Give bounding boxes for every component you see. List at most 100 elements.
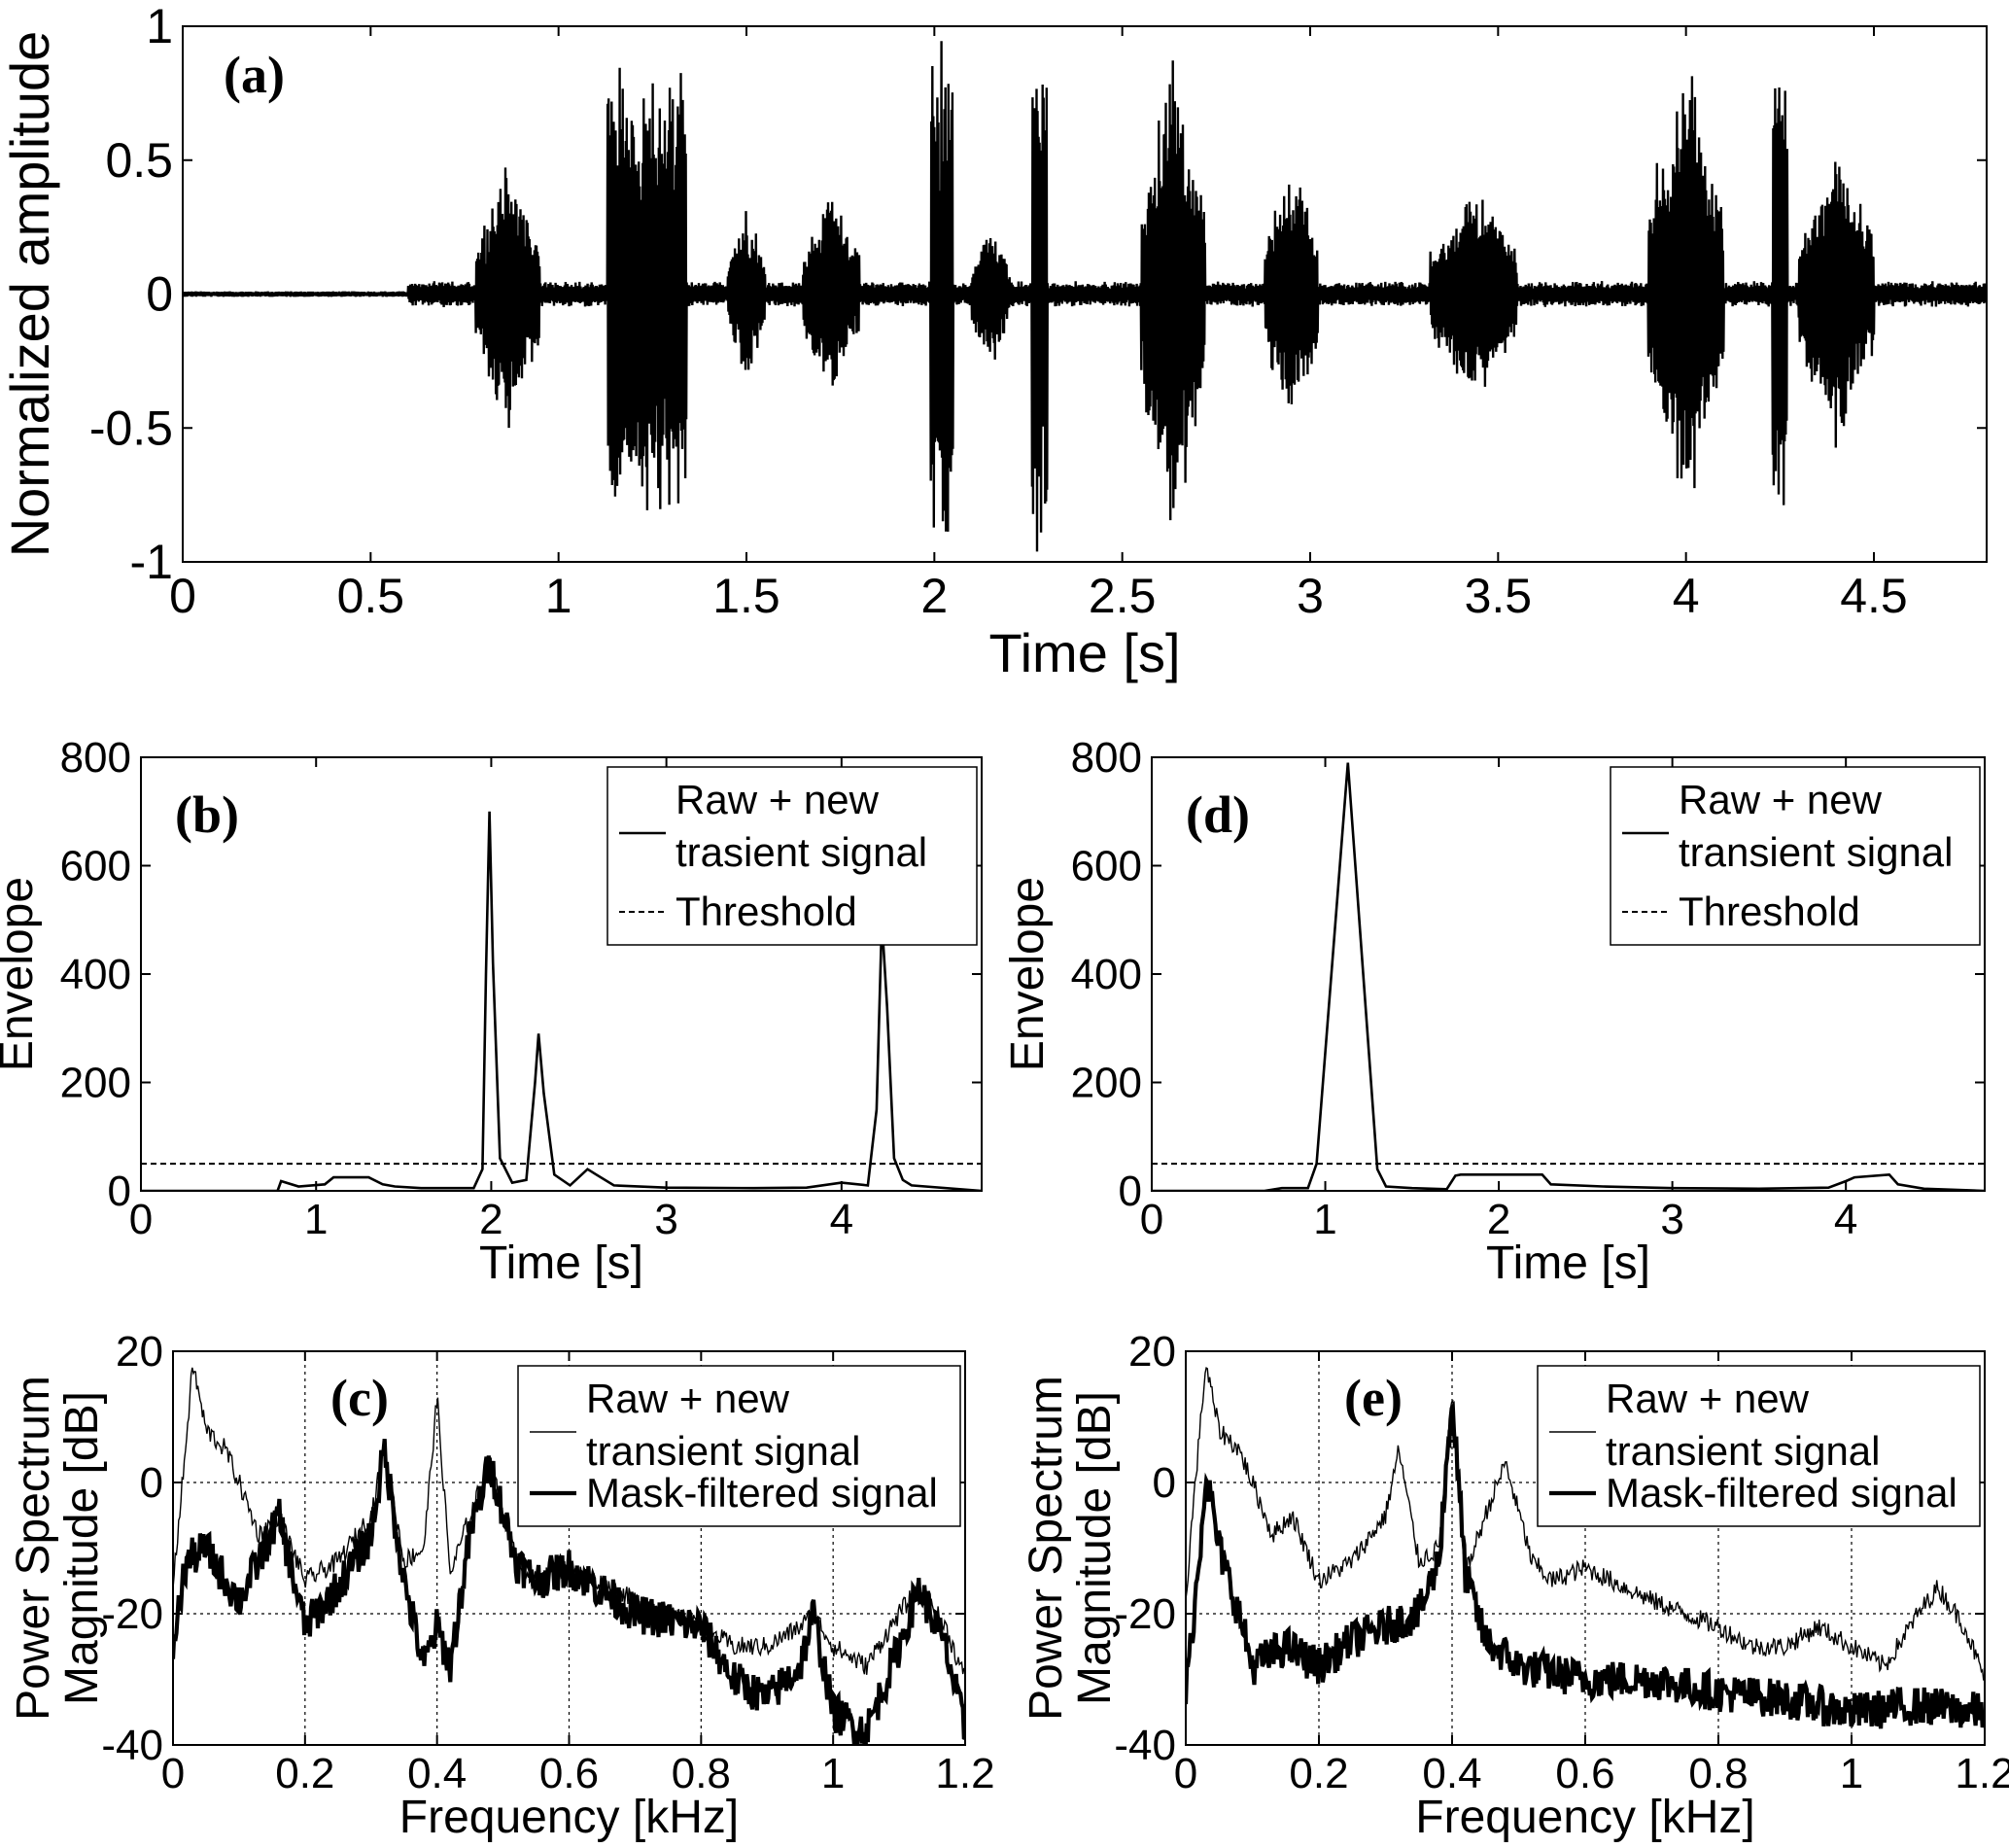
x-tick-label: 1: [821, 1750, 845, 1797]
panel-label: (d): [1186, 785, 1250, 844]
plot-area: [1186, 1366, 1985, 1729]
y-tick-label: 0: [140, 1459, 163, 1507]
y-tick-label: 0: [146, 267, 173, 322]
legend-label: Threshold: [675, 889, 857, 934]
x-tick-label: 0: [129, 1196, 153, 1243]
x-tick-label: 0: [1174, 1750, 1197, 1797]
x-axis-label: Time [s]: [479, 1238, 643, 1289]
x-tick-label: 1: [304, 1196, 328, 1243]
x-tick-label: 4.5: [1840, 569, 1908, 623]
x-tick-label: 4: [1673, 569, 1700, 623]
y-tick-label: 0: [1119, 1168, 1142, 1215]
legend-box: [606, 766, 978, 946]
y-tick-label: 0: [108, 1168, 131, 1215]
x-tick-label: 2: [1487, 1196, 1510, 1243]
y-tick-label: -0.5: [89, 401, 173, 455]
x-tick-label: 1: [1840, 1750, 1863, 1797]
chart-panel-4: 0 0.2 0.4 0.6 0.8 1 1.2 -40 -20 0 20 Frequency [kHz…: [1021, 1328, 2009, 1843]
y-tick-label: 800: [1071, 734, 1142, 782]
x-tick-label: 1: [1313, 1196, 1336, 1243]
x-tick-label: 0.2: [275, 1750, 334, 1797]
panel-label: (c): [330, 1369, 389, 1427]
legend-box: [1537, 1365, 1981, 1527]
y-tick-label: 600: [60, 843, 131, 890]
x-tick-label: 0.8: [672, 1750, 731, 1797]
y-axis-label: Power SpectrumMagnitude [dB]: [8, 1376, 108, 1721]
chart-panel-3: 0 0.2 0.4 0.6 0.8 1 1.2 -40 -20 0 20 Frequency [kHz…: [8, 1328, 995, 1843]
y-tick-label: 400: [1071, 951, 1142, 998]
y-tick-label: -40: [1114, 1722, 1176, 1769]
x-tick-label: 0.4: [407, 1750, 467, 1797]
x-tick-label: 2: [479, 1196, 502, 1243]
legend: Raw + new trasient signal Threshold: [606, 766, 978, 946]
x-tick-label: 1: [545, 569, 572, 623]
y-axis-label: Envelope: [0, 877, 43, 1071]
y-tick-label: 200: [60, 1060, 131, 1107]
panel-label: (e): [1344, 1369, 1403, 1427]
plot-area: [183, 41, 1987, 552]
y-tick-label: 0: [1153, 1459, 1176, 1507]
chart-panel-0: 0 0.5 1 1.5 2 2.5 3 3.5 4 4.5 -1 -0.5 0 0.5 1 Time [s] N…: [0, 0, 1988, 683]
x-tick-label: 3: [654, 1196, 677, 1243]
plot-area: [173, 1367, 965, 1745]
x-tick-label: 0: [1140, 1196, 1163, 1243]
y-tick-label: 1: [146, 0, 173, 53]
x-tick-label: 1.2: [1955, 1750, 2009, 1797]
series-line-1: [1186, 1400, 1985, 1729]
x-tick-label: 2: [920, 569, 948, 623]
series-line-1: [173, 1439, 965, 1745]
chart-panel-1: 0 1 2 3 4 0 200 400 600 800 Time [s] Envelope (b) Raw…: [0, 734, 983, 1289]
x-tick-label: 0: [169, 569, 196, 623]
y-tick-label: -20: [101, 1590, 163, 1638]
y-tick-label: -40: [101, 1722, 163, 1769]
legend-label: Raw + new transient signal: [1606, 1376, 1881, 1474]
x-tick-label: 3: [1297, 569, 1324, 623]
y-tick-label: 200: [1071, 1060, 1142, 1107]
x-tick-label: 4: [1834, 1196, 1857, 1243]
y-tick-label: 600: [1071, 843, 1142, 890]
x-tick-label: 4: [830, 1196, 853, 1243]
x-tick-label: 3.5: [1465, 569, 1533, 623]
legend-label: Raw + new transient signal: [1679, 777, 1954, 875]
series-line-0: [1152, 762, 1985, 1191]
y-tick-label: 0.5: [105, 133, 173, 188]
legend-label: Raw + new transient signal: [586, 1376, 861, 1474]
legend-label: Mask-filtered signal: [586, 1470, 938, 1516]
x-axis-label: Frequency [kHz]: [1415, 1792, 1754, 1843]
y-tick-label: 800: [60, 734, 131, 782]
legend-label: Raw + new trasient signal: [675, 777, 927, 875]
x-axis-label: Frequency [kHz]: [399, 1792, 739, 1843]
y-tick-label: 20: [1128, 1328, 1176, 1376]
y-axis-label: Normalized amplitude: [0, 31, 60, 558]
legend-box: [1610, 766, 1981, 946]
plot-area: [141, 811, 982, 1191]
x-axis-label: Time [s]: [1486, 1238, 1650, 1289]
x-tick-label: 3: [1660, 1196, 1683, 1243]
series-line-0: [1186, 1366, 1985, 1681]
panel-label: (a): [224, 46, 285, 104]
series-line-0: [141, 811, 982, 1191]
panel-label: (b): [175, 785, 239, 844]
legend-label: Threshold: [1679, 889, 1860, 934]
legend-box: [517, 1365, 961, 1527]
chart-panel-2: 0 1 2 3 4 0 200 400 600 800 Time [s] Envelope (d) Raw…: [1002, 734, 1986, 1289]
legend-label: Mask-filtered signal: [1606, 1470, 1957, 1516]
x-tick-label: 0.5: [337, 569, 405, 623]
y-axis-label: Envelope: [1002, 877, 1054, 1071]
y-tick-label: 20: [116, 1328, 163, 1376]
x-tick-label: 0.8: [1688, 1750, 1748, 1797]
x-tick-label: 1.5: [712, 569, 780, 623]
x-tick-label: 0.2: [1289, 1750, 1348, 1797]
x-tick-label: 2.5: [1089, 569, 1157, 623]
series-line-waveform: [183, 41, 1987, 552]
y-tick-label: -1: [130, 535, 173, 589]
x-tick-label: 1.2: [935, 1750, 994, 1797]
x-tick-label: 0.6: [1555, 1750, 1614, 1797]
y-tick-label: -20: [1114, 1590, 1176, 1638]
x-axis-label: Time [s]: [988, 622, 1180, 683]
x-tick-label: 0: [161, 1750, 185, 1797]
y-tick-label: 400: [60, 951, 131, 998]
